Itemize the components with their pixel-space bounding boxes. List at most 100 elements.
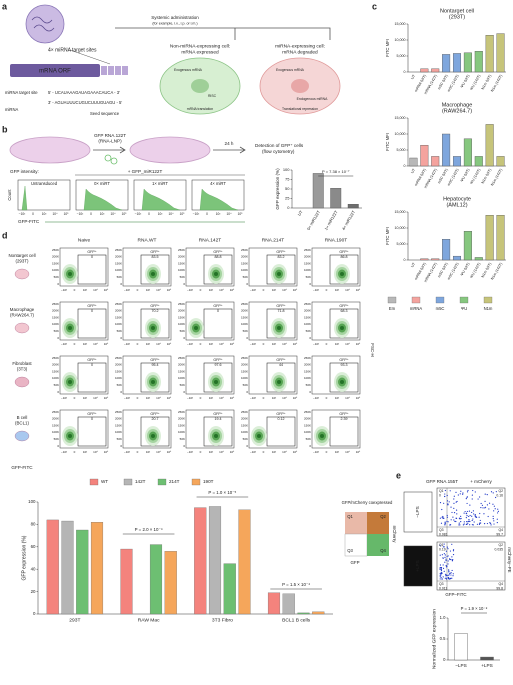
event-dot	[486, 504, 489, 506]
event-dot	[445, 575, 447, 577]
y-tick-label: 150K	[115, 261, 122, 265]
gate-value: 71.8	[278, 309, 285, 313]
x-tick-label: 10⁴	[219, 342, 224, 346]
gate-label: GFP⁺	[276, 304, 285, 308]
x-tick-label: −LPS	[455, 663, 467, 668]
legend-swatch	[459, 296, 469, 304]
panel-label: a	[2, 1, 8, 11]
y-axis-label: FSC-H	[370, 343, 375, 356]
vial-icon	[25, 4, 65, 44]
event-dot	[471, 498, 473, 500]
x-tick-label: 10⁴	[93, 396, 98, 400]
legend-label: mRNA	[410, 306, 423, 311]
event-dot	[452, 550, 455, 552]
event-dot	[476, 523, 479, 525]
gate-label: GFP⁺	[339, 358, 348, 362]
event-dot	[493, 505, 495, 507]
gate	[329, 308, 359, 339]
event-dot	[444, 522, 446, 525]
label: 10⁵	[122, 212, 128, 216]
y-tick-label: 100	[28, 499, 36, 504]
y-tick-label: 50K	[117, 383, 122, 387]
event-dot	[439, 568, 441, 570]
event-dot	[471, 511, 473, 514]
bar	[164, 551, 177, 615]
x-tick-label: 10⁴	[282, 342, 287, 346]
y-tick-label: 250K	[241, 302, 248, 306]
y-tick-label: 50	[285, 186, 290, 191]
x-tick-label: 0	[200, 396, 202, 400]
y-tick-label: 10,000	[395, 38, 406, 42]
y-tick-label: 0	[246, 282, 248, 286]
x-axis-label: GFP-FITC	[11, 465, 33, 470]
density-blob	[68, 326, 72, 330]
event-dot	[460, 517, 462, 520]
row-label: (RAW264.7)	[10, 313, 35, 318]
x-tick-label: 10⁴	[156, 396, 161, 400]
x-tick-label: UT	[410, 261, 416, 268]
y-tick-label: 0	[246, 336, 248, 340]
y-tick-label: 100K	[304, 268, 311, 272]
event-dot	[479, 496, 481, 498]
x-tick-label: 10⁴	[219, 450, 224, 454]
event-dot	[455, 509, 458, 511]
gate-label: GFP⁺	[150, 250, 159, 254]
bar	[409, 157, 418, 167]
event-dot	[486, 494, 488, 496]
gate-value: 0.12	[278, 417, 285, 421]
event-dot	[468, 520, 470, 522]
event-dot	[446, 574, 448, 577]
y-tick-label: 40	[31, 566, 36, 571]
event-dot	[496, 521, 498, 524]
pointer	[69, 49, 111, 65]
x-tick-label: 10⁴	[156, 450, 161, 454]
y-tick-label: 25	[285, 196, 290, 201]
x-tick-label: 10⁵	[230, 342, 235, 346]
x-tick-label: 0	[137, 450, 139, 454]
label: 10⁵	[64, 212, 70, 216]
mrna-icon	[31, 16, 55, 32]
chart-subtitle: (AML12)	[446, 202, 467, 208]
event-dot	[450, 572, 452, 574]
event-dot	[467, 522, 469, 524]
event-dot	[460, 515, 462, 517]
event-dot	[472, 510, 474, 512]
event-dot	[471, 519, 473, 522]
quadrant-value: 99.8	[496, 586, 503, 590]
x-tick-label: N1m (WT)	[481, 74, 493, 90]
sequence: 5′ - UCAUAAAGAUAGAAACAUCA - 3′	[48, 90, 120, 95]
orf-box	[10, 64, 100, 77]
event-dot	[449, 578, 451, 580]
title: GFP RNA.155T	[426, 479, 458, 484]
target-site	[108, 66, 114, 75]
y-tick-label: 0	[57, 390, 59, 394]
label: P = 7.38 × 10⁻⁷	[322, 169, 350, 174]
legend-label: N1m	[484, 306, 493, 311]
y-tick-label: 250K	[178, 356, 185, 360]
x-tick-label: ΨU (WT)	[460, 74, 471, 89]
x-tick-label: 10⁴	[345, 396, 350, 400]
gate-value: 83.2	[278, 255, 285, 259]
gate-value: 93.3	[341, 363, 348, 367]
chart-title: Macrophage	[442, 102, 473, 108]
bar	[496, 214, 505, 261]
y-tick-label: 100K	[241, 376, 248, 380]
event-dot	[439, 554, 441, 556]
y-tick-label: 150K	[52, 423, 59, 427]
quadrant-value: 0.035	[495, 547, 504, 551]
event-dot	[469, 524, 471, 526]
y-tick-label: 100K	[115, 430, 122, 434]
gate-label: GFP⁺	[276, 250, 285, 254]
event-dot	[466, 510, 468, 513]
x-tick-label: ΨU (WT)	[460, 168, 471, 183]
event-dot	[462, 493, 464, 495]
y-tick-label: 100K	[178, 430, 185, 434]
event-dot	[467, 489, 469, 492]
event-dot	[442, 567, 445, 569]
label: Exogenous mRNA	[276, 68, 305, 72]
event-dot	[451, 556, 453, 558]
label: 4× miRNA target sites	[48, 47, 97, 53]
gate-value: 86.8	[341, 255, 348, 259]
label: 10³	[42, 212, 47, 216]
density-blob	[277, 380, 281, 384]
